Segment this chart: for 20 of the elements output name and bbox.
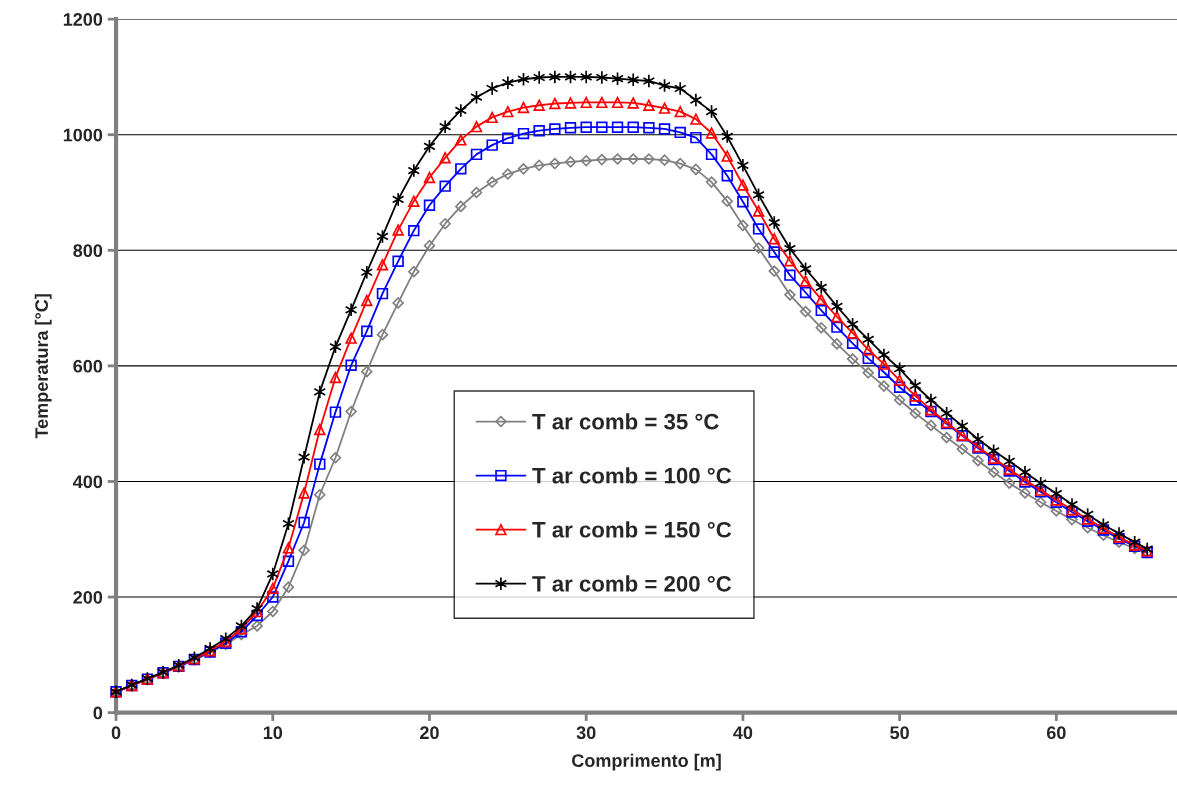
- x-tick-label: 0: [111, 726, 121, 740]
- y-axis-title: Temperatura [°C]: [34, 294, 52, 439]
- x-tick-label: 50: [890, 726, 909, 740]
- x-tick-label: 20: [420, 726, 439, 740]
- y-tick-label: 200: [73, 590, 103, 604]
- y-tick-label: 400: [73, 475, 103, 489]
- x-tick-label: 30: [576, 726, 596, 740]
- x-tick-label: 60: [1046, 726, 1066, 740]
- legend-label: T ar comb = 100 °C: [532, 467, 732, 484]
- x-axis-title: Comprimento [m]: [572, 753, 721, 771]
- legend-label: T ar comb = 35 °C: [532, 413, 719, 430]
- y-tick-label: 1000: [63, 128, 103, 142]
- legend-label: T ar comb = 150 °C: [532, 521, 732, 538]
- y-tick-label: 800: [73, 244, 103, 258]
- y-tick-label: 1200: [63, 13, 103, 26]
- legend-label: T ar comb = 200 °C: [532, 575, 732, 592]
- x-tick-label: 40: [733, 726, 753, 740]
- y-tick-label: 0: [93, 706, 103, 720]
- x-tick-label: 10: [263, 726, 283, 740]
- y-tick-label: 600: [73, 359, 103, 373]
